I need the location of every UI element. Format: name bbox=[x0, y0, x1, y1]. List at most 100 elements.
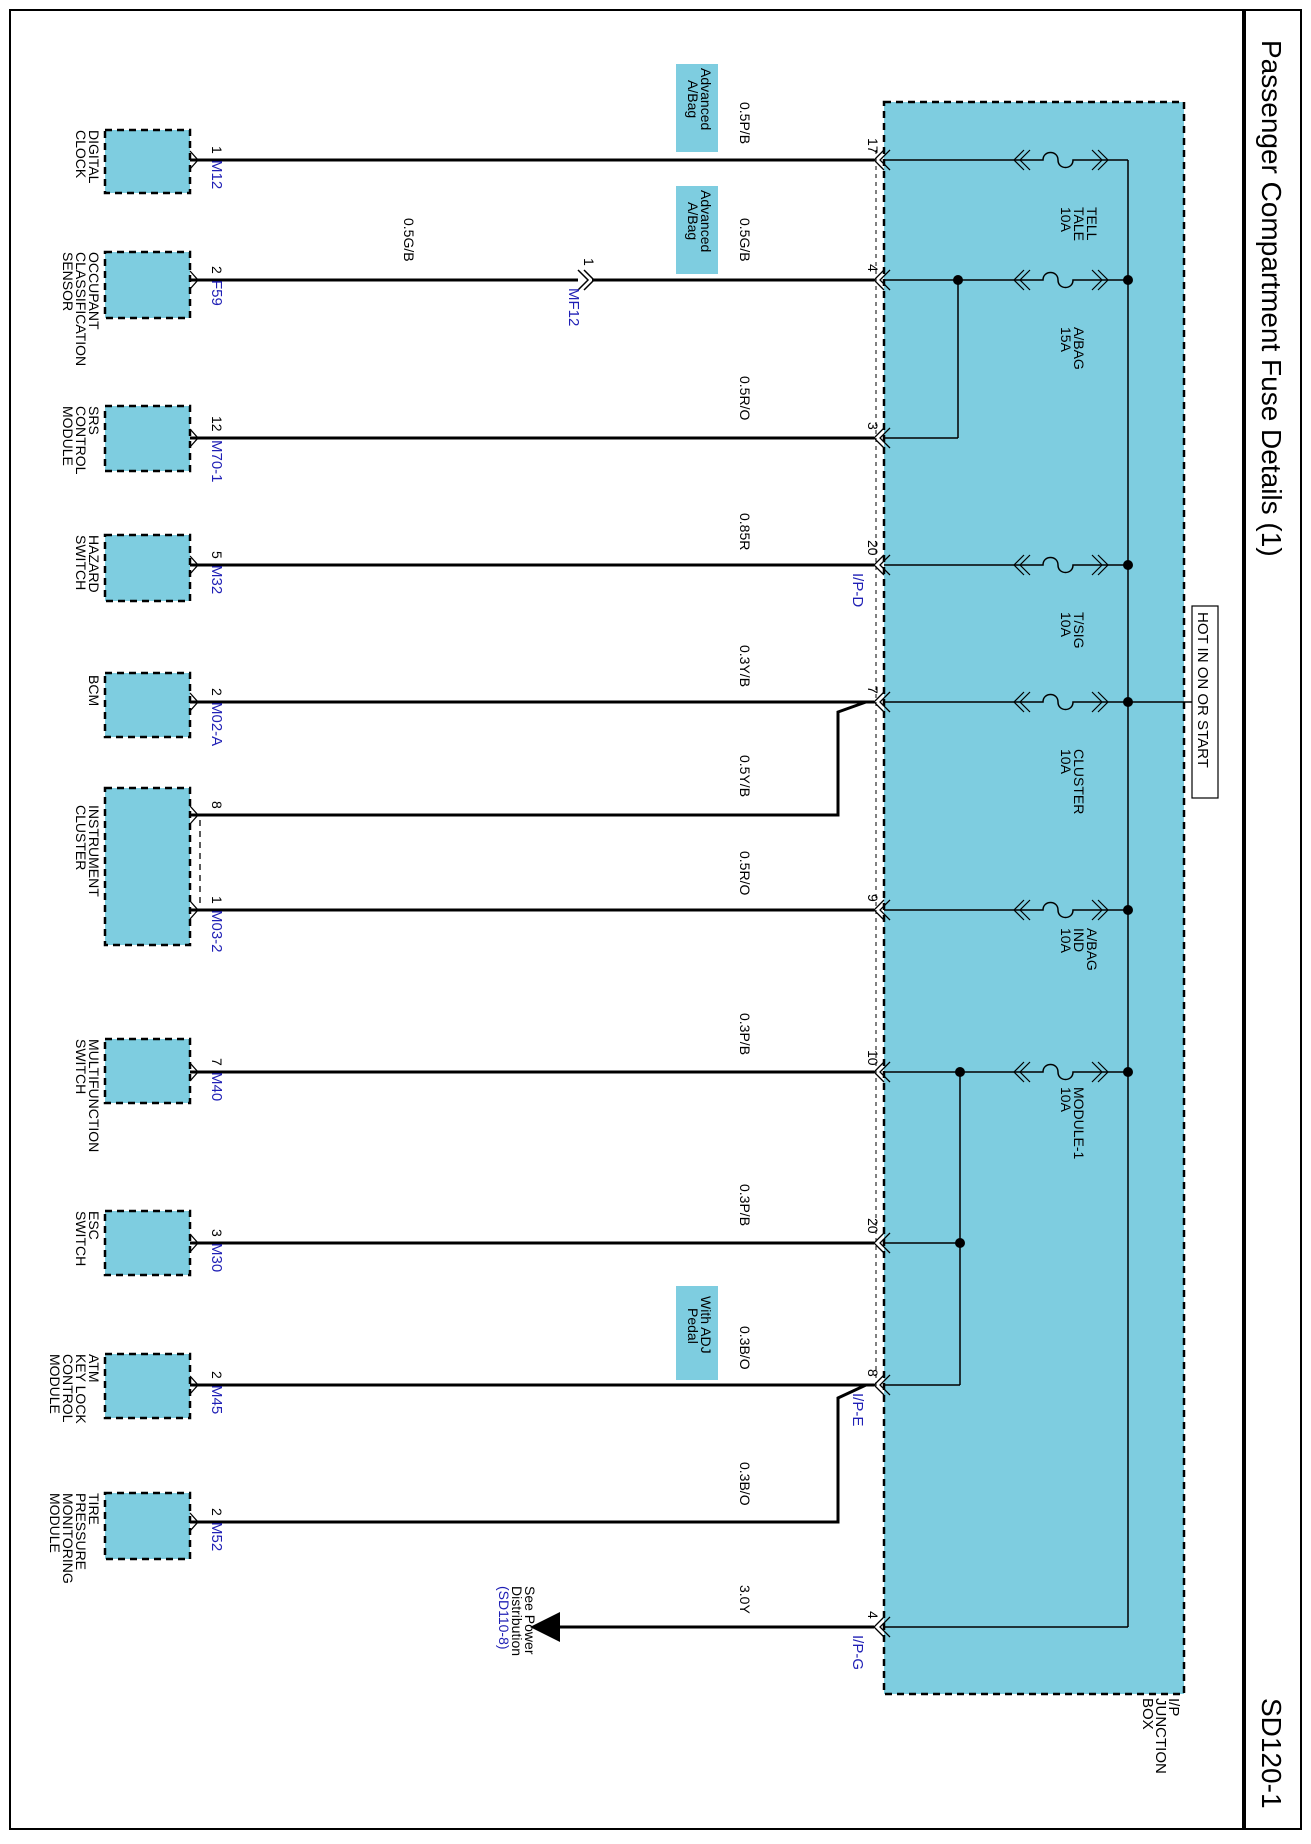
fuse-label-line: 10A bbox=[1058, 1087, 1074, 1113]
svg-text:SWITCH: SWITCH bbox=[73, 1211, 89, 1266]
wire-spec: 0.5Y/B bbox=[737, 755, 753, 797]
option-box-advanced-abag: Advanced A/Bag bbox=[676, 64, 718, 152]
component-connector-name: M52 bbox=[208, 1522, 225, 1551]
component-pin: 12 bbox=[209, 416, 225, 432]
jb-pin: 17 bbox=[865, 138, 881, 154]
jb-pin: 9 bbox=[865, 894, 881, 902]
component-esc-switch: ESC SWITCH bbox=[73, 1209, 192, 1277]
svg-text:BOX: BOX bbox=[1139, 1698, 1156, 1730]
component-pin: 1 bbox=[209, 146, 225, 154]
component-connector-name: M70-1 bbox=[208, 440, 225, 483]
component-connector-name: M45 bbox=[208, 1385, 225, 1414]
svg-text:SENSOR: SENSOR bbox=[60, 252, 76, 311]
option-box-with-adj-pedal: With ADJ Pedal bbox=[676, 1286, 718, 1380]
junction-box-label: I/P JUNCTION BOX bbox=[1139, 1698, 1182, 1774]
wire-spec: 0.5R/O bbox=[737, 376, 753, 420]
svg-text:TIRE: TIRE bbox=[86, 1493, 102, 1525]
fuse-cluster: CLUSTER 10A bbox=[1013, 691, 1109, 814]
fuse-label-line: MODULE-1 bbox=[1071, 1087, 1087, 1160]
component-pin: 8 bbox=[209, 801, 225, 809]
svg-text:ESC: ESC bbox=[86, 1211, 102, 1240]
component-instrument-cluster: INSTRUMENT CLUSTER bbox=[73, 786, 201, 947]
fuse-abag-ind: A/BAG IND 10A bbox=[1013, 899, 1109, 971]
external-wires bbox=[190, 158, 874, 1642]
wire-spec: 0.3B/O bbox=[737, 1326, 753, 1370]
component-connector-name: M12 bbox=[208, 160, 225, 189]
fuse-label-line: IND bbox=[1071, 928, 1087, 952]
svg-text:PRESSURE: PRESSURE bbox=[73, 1493, 89, 1570]
component-pin: 3 bbox=[209, 1229, 225, 1237]
fuse-label-line: T/SIG bbox=[1071, 612, 1087, 649]
svg-text:With ADJ: With ADJ bbox=[698, 1296, 714, 1354]
svg-text:SWITCH: SWITCH bbox=[73, 1039, 89, 1094]
svg-text:HOT IN ON OR START: HOT IN ON OR START bbox=[1194, 612, 1211, 768]
component-pin: 2 bbox=[209, 688, 225, 696]
wire-spec: 0.5G/B bbox=[401, 218, 417, 262]
fuse-tell-tale: TELL TALE 10A bbox=[1013, 149, 1109, 241]
svg-text:MULTIFUNCTION: MULTIFUNCTION bbox=[86, 1039, 102, 1152]
junction-box bbox=[882, 100, 1186, 1696]
component-occupant-classification-sensor: OCCUPANT CLASSIFICATION SENSOR bbox=[60, 250, 192, 366]
wire-spec: 3.0Y bbox=[737, 1585, 753, 1614]
fuse-tsig: T/SIG 10A bbox=[1013, 554, 1109, 649]
wire-spec: 0.5G/B bbox=[737, 218, 753, 262]
component-pin: 2 bbox=[209, 1371, 225, 1379]
internal-links bbox=[884, 159, 1013, 1386]
wire-spec: 0.5P/B bbox=[737, 102, 753, 144]
component-atm-key-lock-control-module: ATM KEY LOCK CONTROL MODULE bbox=[47, 1352, 192, 1424]
jb-connector-name: I/P-G bbox=[849, 1635, 866, 1670]
wire-spec: 0.3Y/B bbox=[737, 645, 753, 687]
component-hazard-switch: HAZARD SWITCH bbox=[73, 533, 192, 603]
power-distribution-ref: See Power Distribution (SD110-8) bbox=[496, 1586, 538, 1656]
svg-text:SWITCH: SWITCH bbox=[73, 535, 89, 590]
fuse-label-line: A/BAG bbox=[1071, 327, 1087, 370]
svg-text:1: 1 bbox=[581, 258, 597, 266]
svg-text:MODULE: MODULE bbox=[47, 1354, 63, 1414]
jb-connector-name: I/P-D bbox=[849, 573, 866, 607]
component-digital-clock: DIGITAL CLOCK bbox=[73, 128, 192, 195]
svg-text:Pedal: Pedal bbox=[685, 1308, 701, 1344]
component-pin: 5 bbox=[209, 551, 225, 559]
svg-text:A/Bag: A/Bag bbox=[685, 80, 701, 118]
component-tire-pressure-monitoring-module: TIRE PRESSURE MONITORING MODULE bbox=[47, 1491, 192, 1584]
fuse-label-line: 10A bbox=[1058, 928, 1074, 954]
hot-label: HOT IN ON OR START bbox=[1191, 605, 1219, 799]
component-bcm: BCM bbox=[86, 671, 192, 739]
jb-pin: 20 bbox=[865, 540, 881, 556]
jb-pin: 7 bbox=[865, 686, 881, 694]
jb-pin: 4 bbox=[865, 1611, 881, 1619]
svg-text:DIGITAL: DIGITAL bbox=[86, 130, 102, 184]
component-terminals bbox=[189, 150, 199, 1532]
fuse-label-line: TELL bbox=[1084, 207, 1100, 241]
component-pin: 2 bbox=[209, 1508, 225, 1516]
svg-text:Advanced: Advanced bbox=[698, 68, 714, 130]
internal-bus bbox=[884, 159, 1133, 1628]
fuse-label-line: 10A bbox=[1058, 612, 1074, 638]
fuse-label-line: 10A bbox=[1058, 207, 1074, 233]
jb-pin: 3 bbox=[865, 422, 881, 430]
svg-text:Advanced: Advanced bbox=[698, 190, 714, 252]
svg-text:MF12: MF12 bbox=[565, 288, 582, 326]
svg-text:MONITORING: MONITORING bbox=[60, 1493, 76, 1584]
svg-text:Distribution: Distribution bbox=[509, 1586, 525, 1656]
svg-text:MODULE: MODULE bbox=[60, 406, 76, 466]
inline-connector-mf12: 1 MF12 bbox=[565, 258, 597, 326]
component-pin: 2 bbox=[209, 266, 225, 274]
svg-text:CLUSTER: CLUSTER bbox=[73, 805, 89, 870]
wire-spec: 0.5R/O bbox=[737, 851, 753, 895]
svg-text:A/Bag: A/Bag bbox=[685, 202, 701, 240]
component-pin: 1 bbox=[209, 896, 225, 904]
jb-pin: 4 bbox=[865, 264, 881, 272]
page-code: SD120-1 bbox=[1256, 1698, 1287, 1809]
svg-text:CLASSIFICATION: CLASSIFICATION bbox=[73, 252, 89, 366]
component-connector-name: M03-2 bbox=[208, 910, 225, 953]
option-box-advanced-abag: Advanced A/Bag bbox=[676, 186, 718, 274]
jb-pin: 20 bbox=[865, 1218, 881, 1234]
jb-connector-name: I/P-E bbox=[849, 1393, 866, 1426]
component-connector-name: M30 bbox=[208, 1243, 225, 1272]
wire-spec: 0.3P/B bbox=[737, 1184, 753, 1226]
svg-text:KEY LOCK: KEY LOCK bbox=[73, 1354, 89, 1424]
svg-text:JUNCTION: JUNCTION bbox=[1152, 1698, 1169, 1774]
fuse-label-line: A/BAG bbox=[1084, 928, 1100, 971]
fuse-label-line: TALE bbox=[1071, 207, 1087, 241]
